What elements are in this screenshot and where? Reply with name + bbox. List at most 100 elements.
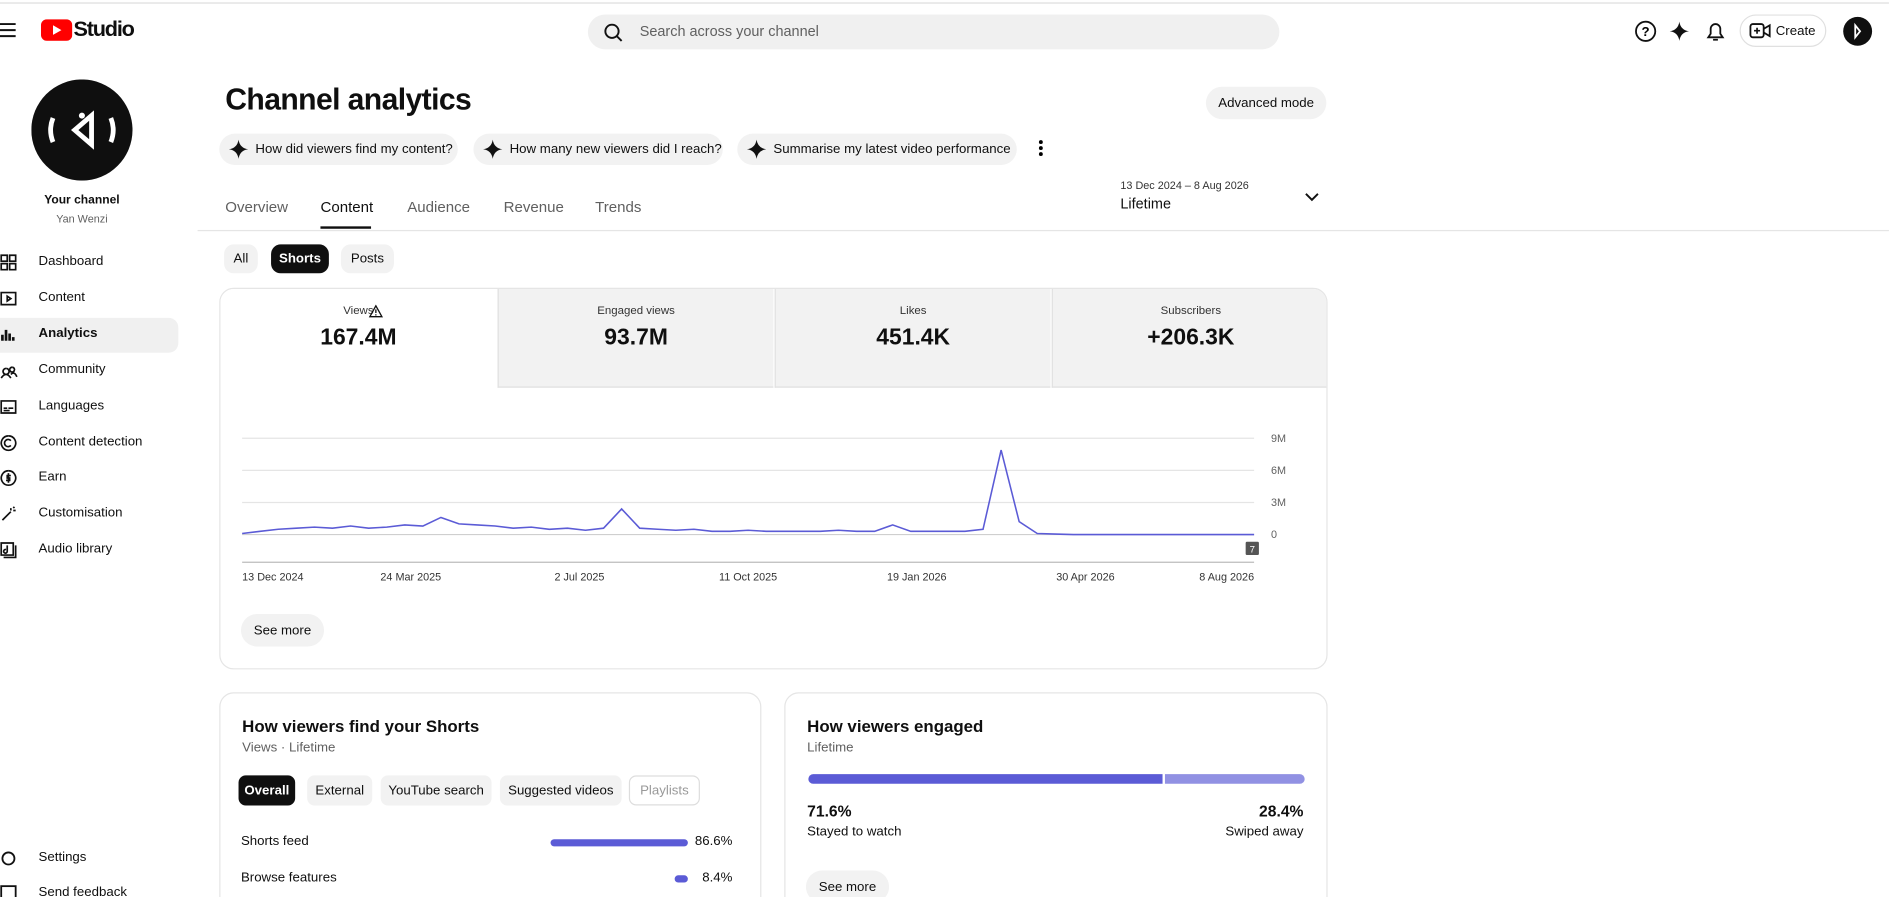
- y-tick-label: 3M: [1271, 497, 1286, 509]
- icon-shape: [228, 139, 249, 159]
- spark-icon: [228, 139, 249, 159]
- date-label[interactable]: Lifetime: [1120, 195, 1172, 212]
- nav-icon: [0, 254, 17, 271]
- search-box[interactable]: Search across your channel: [587, 14, 1280, 50]
- create-button[interactable]: Create: [1739, 14, 1827, 47]
- metrics-card: 0 3M 6M 9M 13 Dec 2024 24 Mar 2025 2 Jul 2025 1…: [219, 287, 1328, 670]
- icon-shape: [1, 506, 16, 522]
- prompt-text: How did viewers find my content?: [255, 142, 453, 157]
- icon-shape: [0, 366, 18, 379]
- nav-item[interactable]: Languages: [38, 398, 105, 413]
- nav-item[interactable]: Content detection: [38, 434, 143, 449]
- y-tick-label: 0: [1271, 529, 1277, 541]
- logo-icon[interactable]: [40, 19, 73, 41]
- nav-item[interactable]: Dashboard: [38, 254, 104, 269]
- tab[interactable]: Overview: [225, 198, 289, 216]
- header-icons[interactable]: ?: [1635, 19, 1731, 43]
- card-title: How viewers engaged: [807, 716, 984, 736]
- card-subtitle: Lifetime: [807, 740, 854, 755]
- more-icon[interactable]: [1036, 138, 1046, 157]
- icon-shape: [0, 434, 17, 451]
- nav-item[interactable]: Earn: [38, 470, 67, 485]
- spark-icon: [483, 139, 503, 159]
- tab[interactable]: Audience: [407, 198, 470, 216]
- logo-text[interactable]: Studio: [73, 16, 134, 41]
- y-tick-label: 9M: [1271, 433, 1286, 445]
- nav-icon: [0, 399, 17, 414]
- filter-chip[interactable]: Playlists: [628, 775, 700, 806]
- nav-icon: [0, 366, 18, 379]
- row-label: Shorts feed: [240, 834, 309, 849]
- footer-item[interactable]: Settings: [38, 850, 87, 865]
- chevron[interactable]: [1305, 191, 1319, 203]
- metric-tab[interactable]: Views 167.4M: [220, 288, 497, 388]
- tab[interactable]: Revenue: [503, 198, 564, 216]
- tabs-divider: [197, 229, 1889, 232]
- swiped-value: 28.4%: [1259, 801, 1304, 820]
- icon-shape: [0, 542, 17, 559]
- advanced-mode-button[interactable]: Advanced mode: [1205, 86, 1327, 120]
- row-bar: [550, 839, 688, 847]
- icon-shape: [483, 139, 503, 159]
- channel-avatar[interactable]: [31, 79, 133, 181]
- date-range[interactable]: 13 Dec 2024 – 8 Aug 2026: [1120, 179, 1249, 192]
- filter-chip[interactable]: Suggested videos: [499, 775, 622, 806]
- filter-chip[interactable]: Overall: [238, 775, 296, 806]
- prompt-text: Summarise my latest video performance: [773, 142, 1011, 157]
- filter-chip[interactable]: Shorts: [271, 244, 329, 274]
- prompt-text: How many new viewers did I reach?: [509, 142, 722, 157]
- metric-label: Views: [343, 304, 374, 318]
- card-subtitle: Views · Lifetime: [242, 740, 336, 755]
- prompt-chip[interactable]: How many new viewers did I reach?: [473, 133, 723, 165]
- see-more-button[interactable]: See more: [805, 870, 890, 897]
- nav-icon: [0, 470, 17, 487]
- stayed-bar: [808, 774, 1163, 784]
- metric-tab[interactable]: Likes 451.4K: [774, 288, 1051, 388]
- swiped-label: Swiped away: [1225, 824, 1304, 840]
- swiped-bar: [1164, 774, 1305, 784]
- footer-item[interactable]: Send feedback: [38, 884, 127, 897]
- see-more-button[interactable]: See more: [240, 614, 325, 647]
- filter-chip[interactable]: External: [307, 775, 373, 806]
- menu-icon[interactable]: [0, 22, 17, 39]
- page-title: Channel analytics: [225, 83, 472, 117]
- metric-value: +206.3K: [1147, 325, 1235, 351]
- prompt-chip[interactable]: Summarise my latest video performance: [737, 133, 1017, 165]
- nav-item[interactable]: Community: [38, 362, 106, 377]
- icon-shape: [368, 304, 384, 318]
- metric-value: 93.7M: [604, 325, 668, 351]
- account-avatar[interactable]: [1842, 16, 1873, 47]
- row-value: 8.4%: [702, 870, 733, 885]
- y-tick-label: 6M: [1271, 465, 1286, 477]
- discovery-card: How viewers find your Shorts Views · Lif…: [219, 692, 762, 897]
- filter-chip[interactable]: YouTube search: [380, 775, 492, 806]
- icon-shape: [0, 399, 17, 414]
- nav-icon: [0, 291, 17, 306]
- icon-shape: [1, 851, 16, 866]
- create-label: Create: [1775, 24, 1816, 39]
- nav-item[interactable]: Analytics: [38, 326, 98, 341]
- row-value: 86.6%: [694, 834, 733, 849]
- metric-tab[interactable]: Engaged views 93.7M: [497, 288, 774, 388]
- nav-item[interactable]: Audio library: [38, 542, 113, 557]
- x-tick-label: 19 Jan 2026: [887, 571, 947, 583]
- stayed-value: 71.6%: [807, 801, 852, 820]
- metric-label: Likes: [899, 304, 927, 318]
- metric-tab[interactable]: Subscribers +206.3K: [1051, 288, 1327, 388]
- tab[interactable]: Trends: [595, 198, 642, 216]
- channel-label: Your channel: [44, 193, 120, 208]
- tab[interactable]: Content: [320, 198, 374, 216]
- tab-underline: [320, 226, 372, 229]
- x-tick-label: 2 Jul 2025: [554, 571, 604, 583]
- card-title: How viewers find your Shorts: [242, 716, 480, 736]
- x-tick-label: 24 Mar 2025: [380, 571, 441, 583]
- nav-item[interactable]: Content: [38, 290, 85, 305]
- warning-icon: [368, 304, 384, 318]
- prompt-chip[interactable]: How did viewers find my content?: [219, 133, 458, 165]
- filter-chip[interactable]: All: [224, 244, 258, 274]
- x-tick-label: 13 Dec 2024: [242, 571, 303, 583]
- views-chart: 0 3M 6M 9M 13 Dec 2024 24 Mar 2025 2 Jul 2025 1…: [242, 433, 1286, 583]
- filter-chip[interactable]: Posts: [340, 244, 394, 274]
- nav-item[interactable]: Customisation: [38, 506, 123, 521]
